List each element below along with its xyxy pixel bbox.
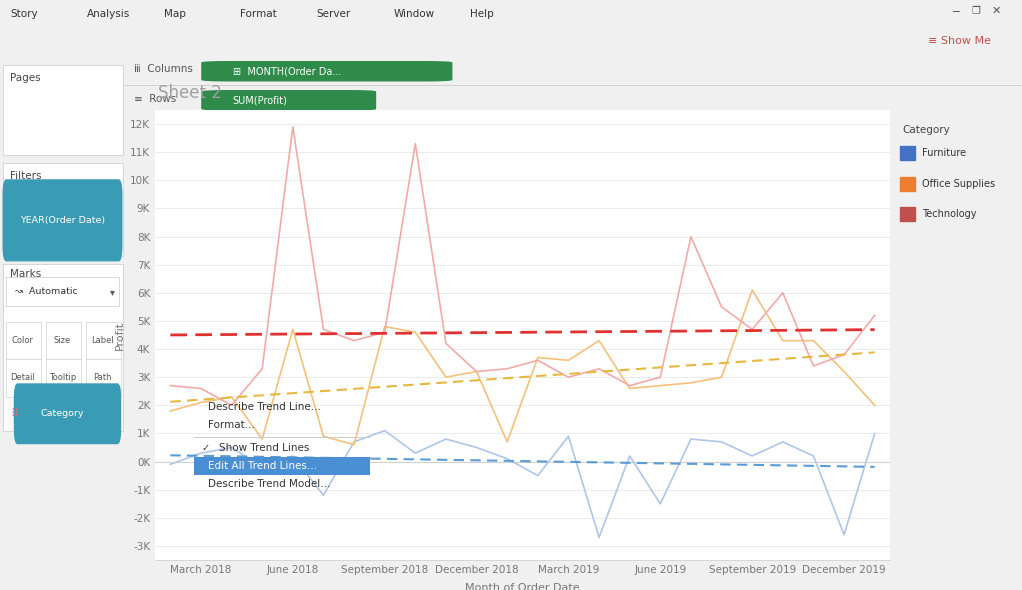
FancyBboxPatch shape [6,359,41,396]
Text: Marks: Marks [10,270,41,279]
Text: Category: Category [41,409,84,418]
Text: Furniture: Furniture [922,148,967,158]
Text: ✕: ✕ [991,6,1002,16]
FancyBboxPatch shape [2,163,123,256]
Text: Category: Category [902,125,950,135]
Bar [194,457,370,475]
FancyBboxPatch shape [6,322,41,359]
Text: Color: Color [11,336,34,345]
Text: Describe Trend Line...: Describe Trend Line... [208,402,321,412]
Text: ⅲ  Columns: ⅲ Columns [134,64,193,74]
FancyBboxPatch shape [6,277,119,306]
Text: Analysis: Analysis [87,9,130,19]
Text: Describe Trend Model...: Describe Trend Model... [208,479,330,489]
Text: Format...: Format... [208,420,254,430]
Text: SUM(Profit): SUM(Profit) [233,95,287,105]
Text: Window: Window [393,9,434,19]
FancyBboxPatch shape [46,359,82,396]
Text: ≡  Rows: ≡ Rows [134,94,176,104]
Text: Show Trend Lines: Show Trend Lines [219,443,309,453]
Text: ↝  Automatic: ↝ Automatic [15,287,78,296]
FancyBboxPatch shape [46,322,82,359]
Text: Technology: Technology [922,209,977,219]
Text: Sheet 2: Sheet 2 [158,84,223,102]
FancyBboxPatch shape [2,264,123,431]
Text: ✓: ✓ [201,443,210,453]
Text: Office Supplies: Office Supplies [922,179,995,189]
Text: Detail: Detail [10,373,35,382]
Text: YEAR(Order Date): YEAR(Order Date) [20,216,105,225]
Text: Path: Path [93,373,111,382]
Text: Map: Map [164,9,185,19]
FancyBboxPatch shape [2,179,123,261]
Text: ≡ Show Me: ≡ Show Me [928,36,991,46]
FancyBboxPatch shape [201,90,376,110]
FancyBboxPatch shape [2,65,123,155]
Text: Size: Size [54,336,72,345]
Text: Format: Format [240,9,277,19]
Bar [900,176,916,191]
Text: Tooltip: Tooltip [49,373,76,382]
Text: Pages: Pages [10,73,41,83]
Text: ❐: ❐ [972,6,980,16]
FancyBboxPatch shape [201,61,453,81]
FancyBboxPatch shape [86,322,122,359]
Text: Edit All Trend Lines...: Edit All Trend Lines... [208,461,317,471]
Y-axis label: Profit: Profit [114,320,125,349]
Text: ⊞  MONTH(Order Da...: ⊞ MONTH(Order Da... [233,66,341,76]
Bar [900,208,916,221]
Text: Help: Help [470,9,494,19]
Text: Label: Label [91,336,113,345]
FancyBboxPatch shape [13,384,122,444]
Text: ⠿: ⠿ [10,408,18,418]
FancyBboxPatch shape [86,359,122,396]
Text: ─: ─ [953,6,959,16]
Text: Story: Story [10,9,38,19]
Bar [900,146,916,160]
Text: ▾: ▾ [110,287,115,297]
X-axis label: Month of Order Date: Month of Order Date [465,583,579,590]
Text: Server: Server [317,9,352,19]
Text: Filters: Filters [10,171,42,181]
